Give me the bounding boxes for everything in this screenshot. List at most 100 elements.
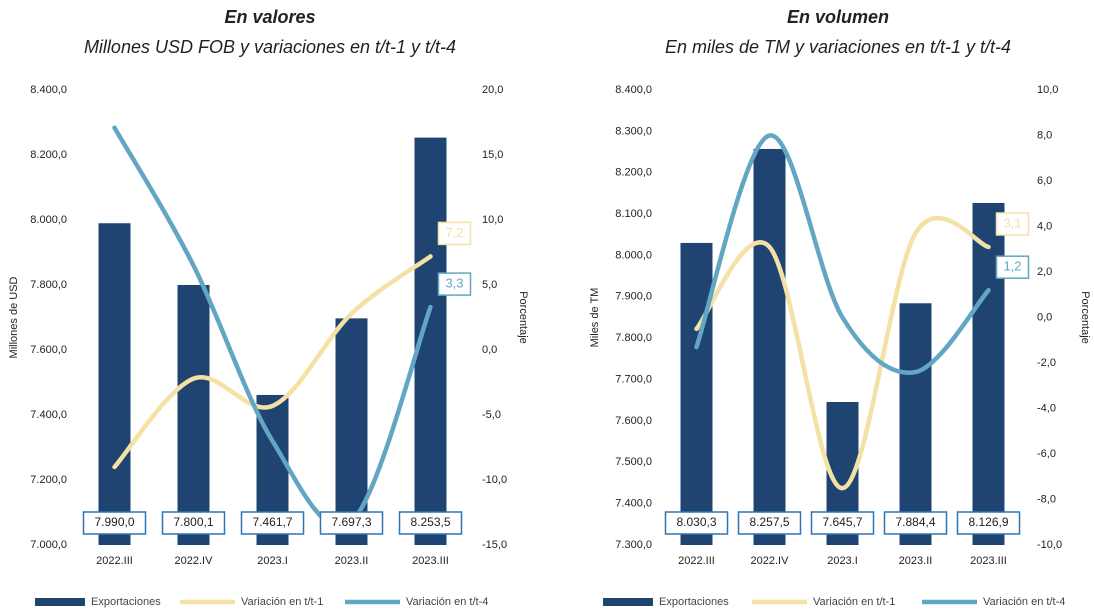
y-tick-label: 8.200,0 <box>30 149 67 161</box>
y-tick-label: 8.000,0 <box>30 214 67 226</box>
chart-subtitle: En miles de TM y variaciones en t/t-1 y … <box>665 37 1011 57</box>
x-tick-label: 2023.III <box>970 555 1007 567</box>
bar <box>753 148 786 545</box>
bar <box>680 242 713 545</box>
line <box>694 215 991 491</box>
y2-tick-label: 10,0 <box>1037 84 1058 96</box>
legend-label: Exportaciones <box>91 596 161 608</box>
line <box>112 254 433 470</box>
value-label: 3,3 <box>445 276 463 291</box>
bar-label-box <box>398 511 463 535</box>
bar-label-box <box>161 511 226 535</box>
legend-swatch <box>35 598 85 606</box>
bar-label: 7.697,3 <box>331 515 371 529</box>
value-label: 1,2 <box>1003 259 1021 274</box>
value-label: 7,2 <box>445 225 463 240</box>
y-tick-label: 7.900,0 <box>615 291 652 303</box>
line <box>694 133 991 375</box>
y2-axis-label: Porcentaje <box>517 291 529 344</box>
y2-tick-label: -8,0 <box>1037 493 1056 505</box>
bar-label: 7.800,1 <box>173 515 213 529</box>
y-tick-label: 7.400,0 <box>30 409 67 421</box>
x-tick-label: 2022.IV <box>175 555 214 567</box>
value-label-box <box>437 272 472 296</box>
bar <box>98 223 131 545</box>
bar <box>972 202 1005 545</box>
y-tick-label: 7.600,0 <box>30 344 67 356</box>
y2-tick-label: 6,0 <box>1037 175 1052 187</box>
value-label-box <box>437 221 472 246</box>
bar-label: 7.645,7 <box>822 515 862 529</box>
y-tick-label: 7.600,0 <box>615 415 652 427</box>
bar-label: 8.030,3 <box>676 515 716 529</box>
bar-label: 7.461,7 <box>252 515 292 529</box>
y2-tick-label: 15,0 <box>482 149 503 161</box>
x-tick-label: 2022.III <box>96 555 133 567</box>
bar-label-box <box>810 511 875 535</box>
bar-label-box <box>883 511 948 535</box>
legend-swatch <box>603 598 653 606</box>
chart-title: En valores <box>224 7 315 27</box>
y2-tick-label: -2,0 <box>1037 357 1056 369</box>
y-tick-label: 8.300,0 <box>615 125 652 137</box>
x-tick-label: 2023.II <box>899 555 933 567</box>
y2-tick-label: 4,0 <box>1037 220 1052 232</box>
y-tick-label: 8.100,0 <box>615 208 652 220</box>
x-tick-label: 2023.III <box>412 555 449 567</box>
y2-tick-label: 2,0 <box>1037 266 1052 278</box>
value-label-box <box>995 255 1030 279</box>
y-tick-label: 7.300,0 <box>615 539 652 551</box>
bar-label-box <box>737 511 802 535</box>
y2-tick-label: 8,0 <box>1037 129 1052 141</box>
y2-tick-label: -15,0 <box>482 539 507 551</box>
y2-tick-label: -5,0 <box>482 409 501 421</box>
bar-label-box <box>664 511 729 535</box>
y2-tick-label: 0,0 <box>482 344 497 356</box>
y2-axis-label: Porcentaje <box>1079 291 1091 344</box>
y2-tick-label: -10,0 <box>482 474 507 486</box>
y-tick-label: 8.000,0 <box>615 249 652 261</box>
y-tick-label: 7.400,0 <box>615 498 652 510</box>
y-tick-label: 8.400,0 <box>30 84 67 96</box>
legend-label: Variación en t/t-4 <box>983 596 1065 608</box>
value-label-box <box>995 212 1030 236</box>
y-tick-label: 8.200,0 <box>615 167 652 179</box>
y-axis-label: Miles de TM <box>589 288 601 348</box>
y-tick-label: 7.700,0 <box>615 373 652 385</box>
x-tick-label: 2022.IV <box>751 555 790 567</box>
y2-tick-label: -10,0 <box>1037 539 1062 551</box>
bar-label-box <box>240 511 305 535</box>
y-tick-label: 7.200,0 <box>30 474 67 486</box>
y2-tick-label: 10,0 <box>482 214 503 226</box>
bar <box>177 284 210 545</box>
y2-tick-label: -6,0 <box>1037 448 1056 460</box>
bar-label: 8.126,9 <box>968 515 1008 529</box>
line <box>112 125 433 529</box>
value-label: 3,1 <box>1003 215 1021 230</box>
legend-label: Variación en t/t-4 <box>406 596 488 608</box>
y2-tick-label: 5,0 <box>482 279 497 291</box>
legend-label: Exportaciones <box>659 596 729 608</box>
y2-tick-label: -4,0 <box>1037 402 1056 414</box>
bar-label-box <box>82 511 147 535</box>
legend-label: Variación en t/t-1 <box>241 596 323 608</box>
bar-label-box <box>319 511 384 535</box>
y2-tick-label: 0,0 <box>1037 311 1052 323</box>
bar-label: 8.253,5 <box>410 515 450 529</box>
bar <box>899 303 932 545</box>
chart-subtitle: Millones USD FOB y variaciones en t/t-1 … <box>84 37 456 57</box>
y-tick-label: 8.400,0 <box>615 84 652 96</box>
x-tick-label: 2023.II <box>335 555 369 567</box>
bar-label: 7.884,4 <box>895 515 935 529</box>
bar-label: 8.257,5 <box>749 515 789 529</box>
x-tick-label: 2023.I <box>827 555 858 567</box>
bar <box>335 318 368 545</box>
legend-label: Variación en t/t-1 <box>813 596 895 608</box>
y-tick-label: 7.500,0 <box>615 456 652 468</box>
y-axis-label: Millones de USD <box>8 276 20 358</box>
y-tick-label: 7.800,0 <box>30 279 67 291</box>
y-tick-label: 7.000,0 <box>30 539 67 551</box>
x-tick-label: 2022.III <box>678 555 715 567</box>
chart-title: En volumen <box>787 7 889 27</box>
